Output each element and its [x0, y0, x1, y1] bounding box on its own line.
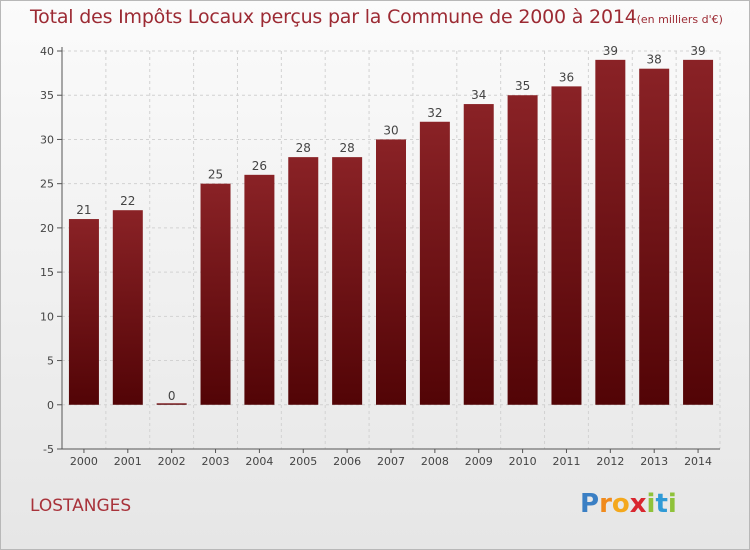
x-tick-label: 2002: [158, 455, 186, 468]
bar-value-label: 34: [471, 88, 486, 102]
x-tick-label: 2009: [465, 455, 493, 468]
y-tick-label: 35: [40, 89, 54, 102]
bar: [332, 157, 363, 405]
y-tick-label: 25: [40, 178, 54, 191]
bar: [419, 121, 450, 405]
x-tick-label: 2006: [333, 455, 361, 468]
bar-value-label: 28: [296, 141, 311, 155]
logo-letter: x: [629, 489, 647, 519]
commune-name: LOSTANGES: [30, 496, 132, 516]
bar: [639, 68, 670, 405]
x-tick-label: 2001: [114, 455, 142, 468]
bar-value-label: 39: [603, 44, 618, 58]
x-tick-label: 2012: [596, 455, 624, 468]
bar: [112, 210, 143, 405]
y-tick-label: 30: [40, 133, 54, 146]
logo-letter: i: [667, 489, 677, 519]
bar: [683, 59, 714, 405]
proxiti-logo: Proxiti: [580, 489, 677, 519]
bar: [595, 59, 626, 405]
bar-value-label: 36: [559, 70, 574, 84]
x-tick-label: 2007: [377, 455, 405, 468]
bar: [156, 403, 187, 405]
bar-value-label: 26: [252, 159, 267, 173]
bar: [200, 183, 231, 405]
x-tick-label: 2003: [202, 455, 230, 468]
logo-letter: i: [646, 489, 656, 519]
logo-letter: r: [599, 489, 612, 519]
y-tick-label: 5: [47, 355, 54, 368]
bar-value-label: 21: [76, 203, 91, 217]
bar-value-label: 0: [168, 389, 176, 403]
x-tick-label: 2005: [289, 455, 317, 468]
y-tick-label: 10: [40, 310, 54, 323]
bar-value-label: 32: [427, 106, 442, 120]
logo-letter: P: [580, 489, 600, 519]
chart-title: Total des Impôts Locaux perçus par la Co…: [30, 6, 723, 28]
bar-value-label: 38: [647, 53, 662, 67]
bar: [288, 157, 319, 405]
x-tick-label: 2011: [552, 455, 580, 468]
x-tick-label: 2004: [245, 455, 273, 468]
x-tick-label: 2008: [421, 455, 449, 468]
bar-value-label: 28: [339, 141, 354, 155]
x-tick-label: 2013: [640, 455, 668, 468]
y-tick-label: 40: [40, 45, 54, 58]
logo-letter: o: [611, 489, 630, 519]
bar-value-label: 22: [120, 194, 135, 208]
bar: [244, 174, 275, 405]
chart-title-text: Total des Impôts Locaux perçus par la Co…: [30, 6, 637, 28]
logo-letter: t: [655, 489, 668, 519]
x-tick-label: 2010: [509, 455, 537, 468]
y-tick-label: -5: [43, 443, 54, 456]
x-tick-label: 2014: [684, 455, 712, 468]
bar-value-label: 30: [383, 123, 398, 137]
y-tick-label: 0: [47, 399, 54, 412]
y-tick-label: 15: [40, 266, 54, 279]
bar-value-label: 39: [690, 44, 705, 58]
bar: [551, 86, 582, 405]
bar: [376, 139, 406, 405]
bar: [68, 219, 99, 405]
bar-value-label: 25: [208, 168, 223, 182]
y-tick-label: 20: [40, 222, 54, 235]
bar-value-label: 35: [515, 79, 530, 93]
chart-unit: (en milliers d'€): [636, 13, 723, 26]
x-tick-label: 2000: [70, 455, 98, 468]
bar: [507, 95, 538, 405]
bar: [463, 104, 494, 405]
